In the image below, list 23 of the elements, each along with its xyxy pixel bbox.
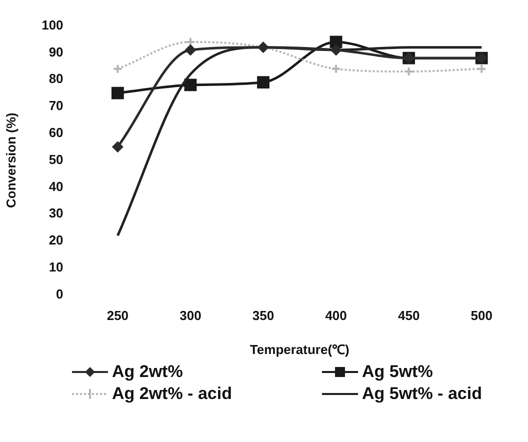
x-tick-label: 300 [180,308,202,324]
y-tick-label: 30 [48,206,64,221]
legend-label: Ag 5wt% [362,362,433,382]
x-axis-title: Temperature(℃) [250,342,350,357]
x-tick-label: 400 [325,308,347,324]
y-tick-label: 40 [48,178,64,194]
y-tick-label: 60 [48,124,64,140]
y-tick-label: 90 [48,44,64,60]
y-axis-title: Conversion (%) [3,112,18,208]
x-tick-label: 450 [398,308,420,324]
y-tick-label: 10 [48,259,64,274]
y-tick-label: 100 [42,17,64,32]
y-tick-label: 80 [48,71,64,86]
legend-label: Ag 2wt% [112,362,183,382]
y-tick-label: 20 [48,232,64,248]
x-tick-label: 500 [470,308,492,324]
y-tick-label: 0 [56,286,64,302]
legend-label: Ag 5wt% - acid [362,384,482,404]
legend-label: Ag 2wt% - acid [112,384,232,404]
y-tick-label: 50 [48,152,64,167]
x-tick-label: 350 [252,308,274,324]
x-tick-label: 250 [106,308,129,324]
y-tick-label: 70 [48,98,64,114]
